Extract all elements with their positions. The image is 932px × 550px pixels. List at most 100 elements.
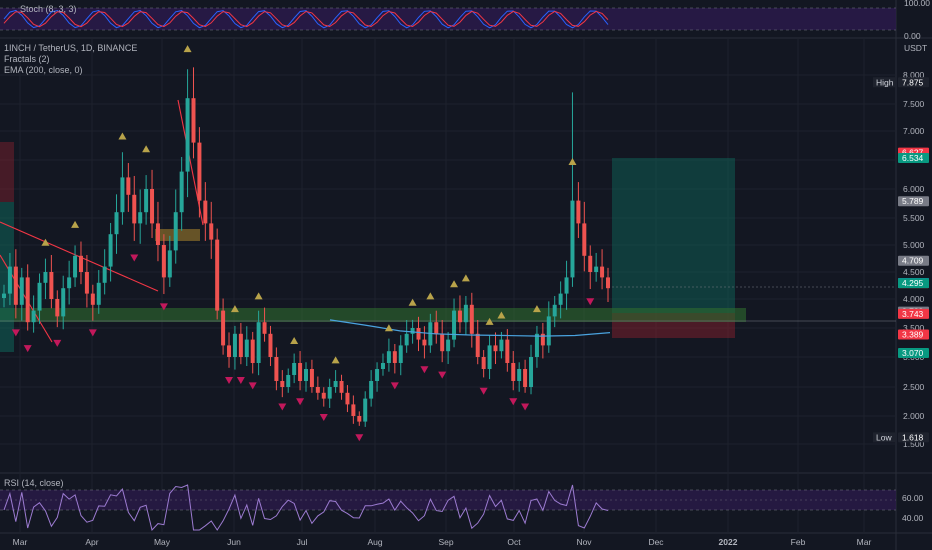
time-tick-label: Mar — [857, 537, 872, 547]
candle-body — [155, 223, 160, 245]
candle-body — [256, 322, 261, 363]
price-badge-bg — [898, 347, 929, 358]
price-tick-label: 6.000 — [903, 184, 925, 194]
candle-body — [546, 316, 551, 346]
time-tick-label: Sep — [438, 537, 453, 547]
candle-body — [203, 200, 208, 224]
candle-body — [221, 310, 226, 346]
time-tick-label: May — [154, 537, 171, 547]
fractal-down-marker — [130, 254, 139, 262]
candle-body — [244, 339, 249, 357]
rsi-line — [3, 484, 609, 532]
fractal-down-marker — [225, 377, 234, 384]
support-zone[interactable] — [0, 308, 746, 322]
candle-body — [534, 333, 539, 357]
candle-body — [327, 387, 332, 399]
time-axis[interactable]: Mar Apr May Jun Jul Aug Sep Oct Nov Dec 2022 Feb Mar — [13, 537, 872, 547]
time-tick-label: Dec — [648, 537, 664, 547]
price-tick-label: 2.500 — [903, 382, 925, 392]
candle-body — [286, 375, 291, 387]
ema-200-line — [329, 319, 611, 337]
fractal-down-marker — [521, 403, 530, 411]
candle-body — [369, 381, 374, 399]
candle-body — [564, 277, 569, 294]
time-tick-label: Aug — [367, 537, 382, 547]
candle-body — [434, 322, 439, 334]
candle-body — [398, 345, 403, 363]
fractal-down-marker — [11, 329, 20, 337]
candle-body — [422, 339, 427, 346]
candle-body — [173, 212, 178, 251]
candle-body — [49, 272, 54, 299]
candle-body — [191, 98, 196, 143]
candle-body — [37, 282, 42, 311]
candle-body — [375, 369, 380, 381]
rsi-legend[interactable]: RSI (14, close) — [4, 478, 64, 488]
candle-body — [357, 416, 362, 422]
time-tick-label: Jun — [227, 537, 241, 547]
fractal-up-marker — [230, 305, 239, 313]
price-badge-bg — [898, 196, 929, 207]
price-badge: 5.789 — [902, 196, 924, 206]
stoch-band — [0, 8, 896, 30]
fractal-down-marker — [438, 371, 447, 379]
fractal-up-marker — [532, 305, 541, 313]
candle-body — [55, 299, 60, 317]
fractal-up-marker — [118, 132, 127, 140]
price-tick-label: 4.000 — [903, 294, 925, 304]
left-loss-zone — [0, 142, 14, 202]
price-badge: 4.295 — [902, 278, 924, 288]
candle-body — [132, 194, 137, 224]
candle-body — [209, 223, 214, 240]
candle-body — [274, 357, 279, 381]
fractal-up-marker — [450, 280, 459, 288]
price-tick-label: 7.000 — [903, 126, 925, 136]
fractals-legend[interactable]: Fractals (2) — [4, 54, 50, 64]
low-badge-label: Low — [876, 432, 892, 442]
time-tick-label: Mar — [13, 537, 28, 547]
time-tick-label: Feb — [791, 537, 806, 547]
price-badge: 3.389 — [902, 329, 924, 339]
candle-body — [108, 234, 113, 267]
fractal-up-marker — [497, 311, 506, 319]
fractal-down-marker — [236, 377, 245, 384]
fractal-down-marker — [248, 382, 257, 390]
fractal-down-marker — [159, 303, 168, 311]
candle-body — [232, 333, 237, 357]
candle-body — [61, 288, 66, 317]
long-position-profit-zone[interactable] — [612, 158, 735, 313]
ema-legend[interactable]: EMA (200, close, 0) — [4, 65, 83, 75]
candle-body — [552, 304, 557, 317]
candle-body — [517, 369, 522, 381]
downtrend-line-3[interactable] — [177, 99, 204, 226]
candle-body — [292, 363, 297, 375]
time-tick-label: Jul — [297, 537, 308, 547]
fractal-up-marker — [41, 238, 50, 246]
candle-body — [262, 322, 267, 334]
candle-body — [463, 304, 468, 323]
candle-body — [469, 304, 474, 334]
candle-body — [321, 392, 326, 399]
price-badge: 3.070 — [902, 348, 924, 358]
candle-body — [114, 212, 119, 235]
high-badge: 7.875 — [902, 77, 924, 87]
price-badge-bg — [898, 329, 929, 340]
price-badge: 6.534 — [902, 153, 924, 163]
stoch-legend[interactable]: Stoch (8, 3, 3) — [20, 4, 77, 14]
price-badge-bg — [898, 308, 929, 319]
candle-body — [144, 189, 149, 213]
low-badge: 1.618 — [902, 432, 924, 442]
candle-body — [594, 266, 599, 272]
candle-body — [457, 310, 462, 323]
low-badge-label-bg — [873, 432, 896, 443]
price-badge: 3.743 — [902, 309, 924, 319]
high-badge-label-bg — [873, 77, 896, 88]
fractal-down-marker — [479, 387, 488, 395]
fractal-up-marker — [568, 157, 577, 165]
candle-body — [481, 357, 486, 369]
candle-body — [120, 177, 125, 213]
symbol-title[interactable]: 1INCH / TetherUS, 1D, BINANCE — [4, 43, 137, 53]
time-tick-label: Nov — [576, 537, 592, 547]
candle-body — [197, 142, 202, 201]
